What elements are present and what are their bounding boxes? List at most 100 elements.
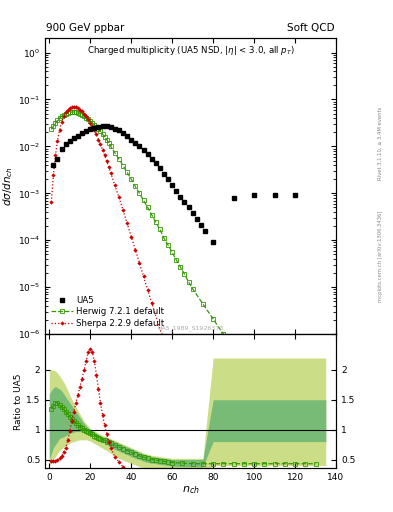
Sherpa 2.2.9 default (180, 397, 185, 403)
Sherpa 2.2.9 default (104, 158, 109, 164)
Herwig 7.2.1 default (117, 156, 121, 162)
UA5 (174, 188, 179, 195)
UA5 (88, 126, 93, 133)
Sherpa 2.2.9 default (78, 106, 83, 113)
Line: UA5: UA5 (51, 124, 297, 244)
UA5 (100, 123, 105, 129)
UA5 (104, 123, 109, 129)
UA5 (231, 195, 236, 201)
Sherpa 2.2.9 default (68, 105, 72, 111)
UA5 (112, 125, 117, 132)
Sherpa 2.2.9 default (49, 199, 54, 205)
Sherpa 2.2.9 default (53, 152, 58, 158)
Sherpa 2.2.9 default (55, 138, 60, 144)
Sherpa 2.2.9 default (121, 207, 125, 213)
Sherpa 2.2.9 default (100, 146, 105, 153)
Herwig 7.2.1 default (84, 115, 88, 121)
UA5 (141, 146, 146, 153)
UA5 (55, 156, 60, 162)
UA5 (92, 124, 97, 131)
UA5 (84, 128, 88, 134)
UA5 (63, 141, 68, 147)
Sherpa 2.2.9 default (129, 233, 134, 240)
Sherpa 2.2.9 default (72, 104, 76, 110)
UA5 (72, 135, 76, 141)
UA5 (51, 162, 56, 168)
Sherpa 2.2.9 default (211, 494, 215, 500)
Herwig 7.2.1 default (70, 109, 74, 115)
UA5 (252, 193, 257, 199)
Sherpa 2.2.9 default (82, 111, 86, 117)
UA5 (75, 133, 80, 139)
Sherpa 2.2.9 default (75, 105, 80, 111)
Sherpa 2.2.9 default (90, 123, 95, 129)
Sherpa 2.2.9 default (57, 127, 62, 134)
UA5 (202, 227, 207, 233)
UA5 (182, 199, 187, 205)
Y-axis label: $d\sigma/dn_{ch}$: $d\sigma/dn_{ch}$ (1, 166, 15, 206)
Sherpa 2.2.9 default (94, 131, 99, 137)
UA5 (162, 171, 166, 177)
Herwig 7.2.1 default (75, 110, 80, 116)
UA5 (272, 193, 277, 199)
Text: Soft QCD: Soft QCD (287, 23, 335, 33)
Sherpa 2.2.9 default (149, 300, 154, 306)
UA5 (117, 127, 121, 134)
UA5 (137, 143, 142, 150)
Sherpa 2.2.9 default (108, 170, 113, 176)
UA5 (68, 138, 72, 144)
Text: 900 GeV ppbar: 900 GeV ppbar (46, 23, 125, 33)
Sherpa 2.2.9 default (98, 141, 103, 147)
UA5 (125, 133, 129, 139)
UA5 (158, 165, 162, 172)
UA5 (149, 156, 154, 162)
Text: mcplots.cern.ch [arXiv:1306.3436]: mcplots.cern.ch [arXiv:1306.3436] (378, 210, 383, 302)
UA5 (178, 194, 183, 200)
Line: Sherpa 2.2.9 default: Sherpa 2.2.9 default (50, 105, 297, 512)
UA5 (186, 204, 191, 210)
Sherpa 2.2.9 default (117, 194, 121, 200)
UA5 (190, 210, 195, 216)
UA5 (121, 130, 125, 136)
UA5 (153, 160, 158, 166)
Sherpa 2.2.9 default (96, 137, 101, 143)
Sherpa 2.2.9 default (61, 113, 66, 119)
Text: Rivet 3.1.10, ≥ 3.4M events: Rivet 3.1.10, ≥ 3.4M events (378, 106, 383, 180)
Sherpa 2.2.9 default (107, 163, 111, 169)
Text: UA5_1989_S1926373: UA5_1989_S1926373 (158, 326, 224, 331)
Herwig 7.2.1 default (49, 126, 54, 133)
UA5 (166, 176, 171, 182)
Herwig 7.2.1 default (241, 360, 246, 366)
Sherpa 2.2.9 default (73, 104, 78, 111)
UA5 (96, 124, 101, 130)
Sherpa 2.2.9 default (125, 220, 129, 226)
Sherpa 2.2.9 default (86, 116, 90, 122)
Sherpa 2.2.9 default (190, 429, 195, 435)
Sherpa 2.2.9 default (133, 247, 138, 253)
X-axis label: $n_{ch}$: $n_{ch}$ (182, 484, 200, 496)
UA5 (293, 193, 298, 199)
Text: Charged multiplicity (UA5 NSD, $|\eta|$ < 3.0, all $p_T$): Charged multiplicity (UA5 NSD, $|\eta|$ … (87, 45, 294, 57)
Y-axis label: Ratio to UA5: Ratio to UA5 (14, 373, 23, 430)
Sherpa 2.2.9 default (112, 182, 117, 188)
Sherpa 2.2.9 default (92, 127, 97, 134)
Sherpa 2.2.9 default (137, 260, 142, 266)
Herwig 7.2.1 default (145, 204, 150, 210)
Herwig 7.2.1 default (59, 113, 64, 119)
Herwig 7.2.1 default (313, 461, 318, 467)
UA5 (198, 222, 203, 228)
Sherpa 2.2.9 default (145, 286, 150, 292)
Sherpa 2.2.9 default (88, 120, 93, 126)
Sherpa 2.2.9 default (102, 152, 107, 158)
Sherpa 2.2.9 default (65, 107, 70, 113)
UA5 (108, 124, 113, 130)
Sherpa 2.2.9 default (51, 172, 56, 178)
Sherpa 2.2.9 default (170, 365, 174, 371)
UA5 (211, 239, 215, 245)
Sherpa 2.2.9 default (84, 113, 88, 119)
UA5 (133, 140, 138, 146)
Sherpa 2.2.9 default (160, 332, 164, 338)
Sherpa 2.2.9 default (63, 110, 68, 116)
UA5 (145, 151, 150, 157)
UA5 (195, 216, 199, 222)
